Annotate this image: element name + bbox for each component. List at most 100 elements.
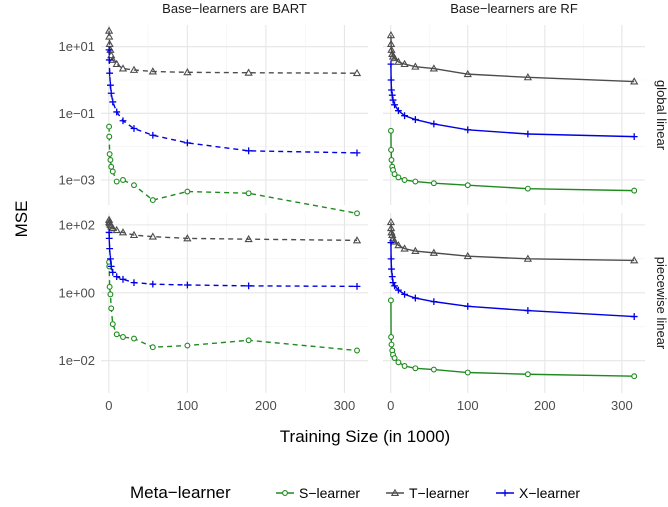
data-point [464, 182, 471, 189]
data-point [109, 168, 116, 175]
legend: Meta−learner S−learner T−learner X−learner [130, 483, 580, 502]
data-point [108, 223, 117, 232]
data-point [107, 89, 115, 97]
data-point [107, 81, 114, 89]
x-axis-title: Training Size (in 1000) [280, 427, 450, 446]
data-point [463, 69, 472, 78]
data-point [184, 188, 191, 195]
x-tick-label: 100 [177, 398, 199, 413]
legend-entry: T−learner [386, 485, 470, 501]
data-point [401, 363, 408, 369]
axes: 1e+01 1e−01 1e−03 1e+02 1e+00 1e−02 0 100 200 300… [58, 39, 632, 413]
data-point [395, 359, 402, 366]
data-point [400, 244, 409, 252]
data-point [245, 337, 252, 344]
data-point [105, 229, 113, 236]
data-point [395, 174, 402, 181]
series-line [108, 49, 358, 154]
data-point [387, 239, 395, 247]
data-point [109, 98, 117, 106]
legend-label: X−learner [519, 485, 580, 501]
data-point [464, 369, 471, 376]
series-line [108, 219, 358, 242]
row-strip-title: piecewise linear [654, 257, 668, 350]
data-point [464, 302, 472, 310]
data-point [430, 180, 437, 187]
data-point [353, 282, 361, 290]
data-point [401, 112, 408, 120]
data-point [395, 286, 402, 294]
data-point [245, 190, 252, 197]
data-point [412, 178, 419, 185]
data-point [245, 282, 253, 290]
data-point [387, 255, 395, 263]
data-point [630, 313, 638, 320]
data-point [388, 146, 395, 153]
data-point [113, 273, 121, 281]
data-point [106, 245, 114, 253]
data-point [113, 108, 121, 116]
data-point [119, 117, 127, 125]
y-axis-title: MSE [12, 201, 31, 238]
data-point [106, 69, 114, 77]
data-point [183, 139, 191, 147]
data-point [387, 76, 395, 84]
legend-entry: S−learner [276, 485, 360, 501]
data-point [390, 53, 399, 62]
panel-0-0 [101, 25, 368, 217]
series-line [108, 30, 358, 74]
series-line [390, 64, 635, 138]
data-point [183, 68, 192, 76]
y-tick-label: 1e−02 [58, 353, 95, 368]
strip-labels: Base−learners are BART Base−learners are … [162, 1, 668, 350]
legend-key-marker [282, 490, 288, 496]
data-point [389, 279, 397, 286]
data-point [352, 68, 362, 77]
data-point [524, 307, 532, 314]
data-point [106, 151, 113, 158]
data-point [430, 298, 438, 306]
data-point [387, 228, 396, 236]
data-point [353, 149, 361, 157]
column-strip-title: Base−learners are RF [450, 1, 578, 16]
data-point [129, 65, 139, 73]
data-point [354, 210, 360, 217]
data-point [105, 56, 113, 64]
data-point [430, 120, 438, 128]
data-point [388, 91, 396, 99]
data-point [387, 127, 394, 134]
data-point [464, 126, 472, 134]
data-point [386, 30, 396, 39]
data-point [129, 230, 139, 239]
data-point [631, 373, 638, 380]
legend-key-marker [390, 488, 400, 496]
data-point [131, 182, 137, 189]
data-point [388, 265, 395, 273]
legend-key-marker [501, 489, 509, 497]
data-point [354, 347, 360, 354]
data-point [107, 51, 116, 59]
data-point [524, 185, 531, 192]
y-tick-label: 1e+01 [58, 39, 95, 54]
data-point [401, 290, 408, 298]
panels-layer [101, 25, 645, 393]
data-point [106, 133, 113, 140]
data-point [149, 280, 157, 288]
data-point [148, 67, 157, 75]
data-point [118, 228, 128, 236]
x-tick-label: 200 [534, 398, 556, 413]
data-point [107, 156, 114, 163]
data-point [105, 46, 113, 54]
data-point [108, 305, 115, 312]
data-point [391, 171, 398, 178]
panel-1-1 [383, 213, 645, 393]
data-point [105, 39, 114, 47]
y-tick-label: 1e−01 [58, 106, 95, 121]
data-point [391, 282, 398, 290]
y-tick-label: 1e+02 [58, 217, 95, 232]
data-point [411, 116, 419, 123]
data-point [400, 59, 409, 68]
data-point [630, 77, 639, 85]
y-tick-label: 1e−03 [58, 173, 95, 188]
data-point [183, 281, 191, 289]
